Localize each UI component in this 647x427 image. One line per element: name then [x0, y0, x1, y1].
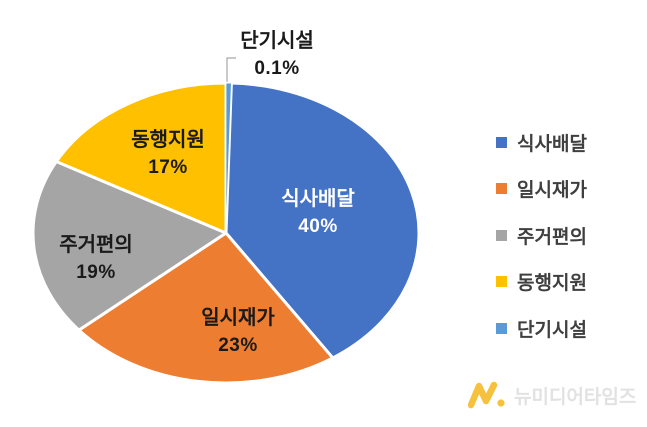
legend-item-label: 동행지원: [517, 273, 587, 294]
watermark-text: 뉴미디어타임즈: [514, 386, 637, 408]
slice-label-name: 단기시설: [240, 30, 314, 52]
legend-item-label: 식사배달: [517, 133, 587, 155]
pie-slice-4: [31, 160, 228, 332]
legend-item-accompaniment-support: 동행지원: [496, 270, 587, 294]
pie-label-accompaniment-support: 동행지원 17%: [131, 126, 205, 182]
legend-item-short-term-facility: 단기시설: [496, 316, 587, 341]
slice-label-name: 일시재가: [201, 307, 275, 329]
pie-label-housing-convenience: 주거편의 19%: [59, 231, 133, 287]
slice-label-name: 식사배달: [281, 188, 355, 210]
legend-swatch-icon: [496, 136, 507, 148]
slice-label-value: 23%: [218, 335, 258, 356]
slice-label-value: 40%: [298, 216, 338, 237]
pie-label-short-term-facility: 단기시설 0.1%: [240, 27, 314, 83]
legend-item-label: 단기시설: [517, 319, 587, 341]
legend-item-housing-convenience: 주거편의: [496, 223, 587, 248]
slice-label-name: 주거편의: [59, 234, 133, 256]
legend-swatch-icon: [496, 322, 507, 334]
watermark: 뉴미디어타임즈: [468, 380, 636, 410]
legend-swatch-icon: [496, 229, 507, 241]
newmediatimes-logo-icon: [468, 381, 505, 409]
slice-label-value: 19%: [76, 262, 116, 283]
slice-label-name: 동행지원: [131, 129, 205, 151]
pie-slice-1: [225, 82, 232, 234]
legend-swatch-icon: [496, 276, 507, 287]
pie-slice-3: [77, 231, 335, 385]
pie-slice-5: [54, 81, 228, 235]
leader-line: [226, 57, 236, 82]
legend-item-label: 주거편의: [517, 226, 587, 248]
pie-label-temporary-home-care: 일시재가 23%: [201, 304, 275, 360]
legend-item-temporary-home-care: 일시재가: [496, 177, 587, 201]
chart-legend: 식사배달 일시재가 주거편의 동행지원 단기시설: [496, 130, 587, 341]
legend-swatch-icon: [496, 183, 507, 194]
pie-label-meal-delivery: 식사배달 40%: [281, 185, 355, 241]
slice-label-value: 17%: [148, 157, 188, 178]
legend-item-meal-delivery: 식사배달: [496, 130, 587, 155]
slice-label-value: 0.1%: [254, 58, 300, 79]
legend-item-label: 일시재가: [517, 180, 587, 201]
